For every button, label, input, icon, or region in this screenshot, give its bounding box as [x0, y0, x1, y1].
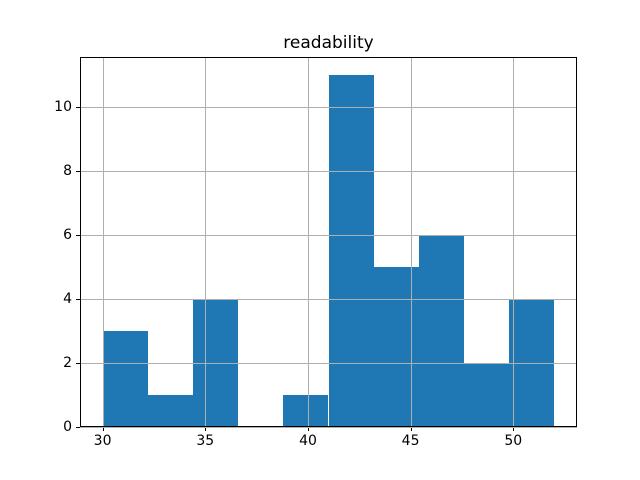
x-tick-mark — [205, 427, 207, 431]
y-tick-mark — [76, 106, 80, 108]
y-tick-mark — [76, 234, 80, 236]
x-tick-mark — [102, 427, 104, 431]
y-tick-mark — [76, 298, 80, 300]
histogram-bar — [509, 298, 555, 427]
x-tick-mark — [308, 427, 309, 431]
bars-layer — [80, 57, 577, 427]
x-tick-mark — [513, 427, 515, 431]
y-tick-label: 8 — [63, 162, 72, 179]
gridline-horizontal — [80, 427, 577, 428]
y-tick-mark — [76, 427, 80, 428]
histogram-bar — [464, 362, 510, 427]
histogram-bar — [193, 298, 239, 427]
x-tick-mark — [410, 427, 412, 431]
chart-title: readability — [283, 33, 374, 53]
x-tick-label: 40 — [299, 433, 317, 449]
y-tick-label: 6 — [63, 226, 72, 243]
y-tick-label: 2 — [63, 354, 72, 371]
y-tick-mark — [76, 362, 80, 364]
histogram-bar — [147, 395, 193, 427]
y-tick-label: 0 — [63, 419, 72, 435]
histogram-bar — [373, 266, 419, 427]
x-tick-label: 35 — [196, 433, 215, 449]
x-tick-label: 45 — [401, 433, 420, 449]
y-tick-label: 4 — [63, 290, 72, 307]
y-tick-mark — [76, 170, 80, 172]
histogram-bar — [328, 74, 374, 427]
plot-area — [80, 57, 577, 428]
y-tick-label: 10 — [54, 98, 72, 115]
histogram-bar — [418, 234, 465, 427]
histogram-bar — [283, 395, 329, 427]
histogram-bar — [102, 330, 148, 427]
x-tick-label: 30 — [93, 433, 112, 449]
x-tick-label: 50 — [504, 433, 523, 449]
